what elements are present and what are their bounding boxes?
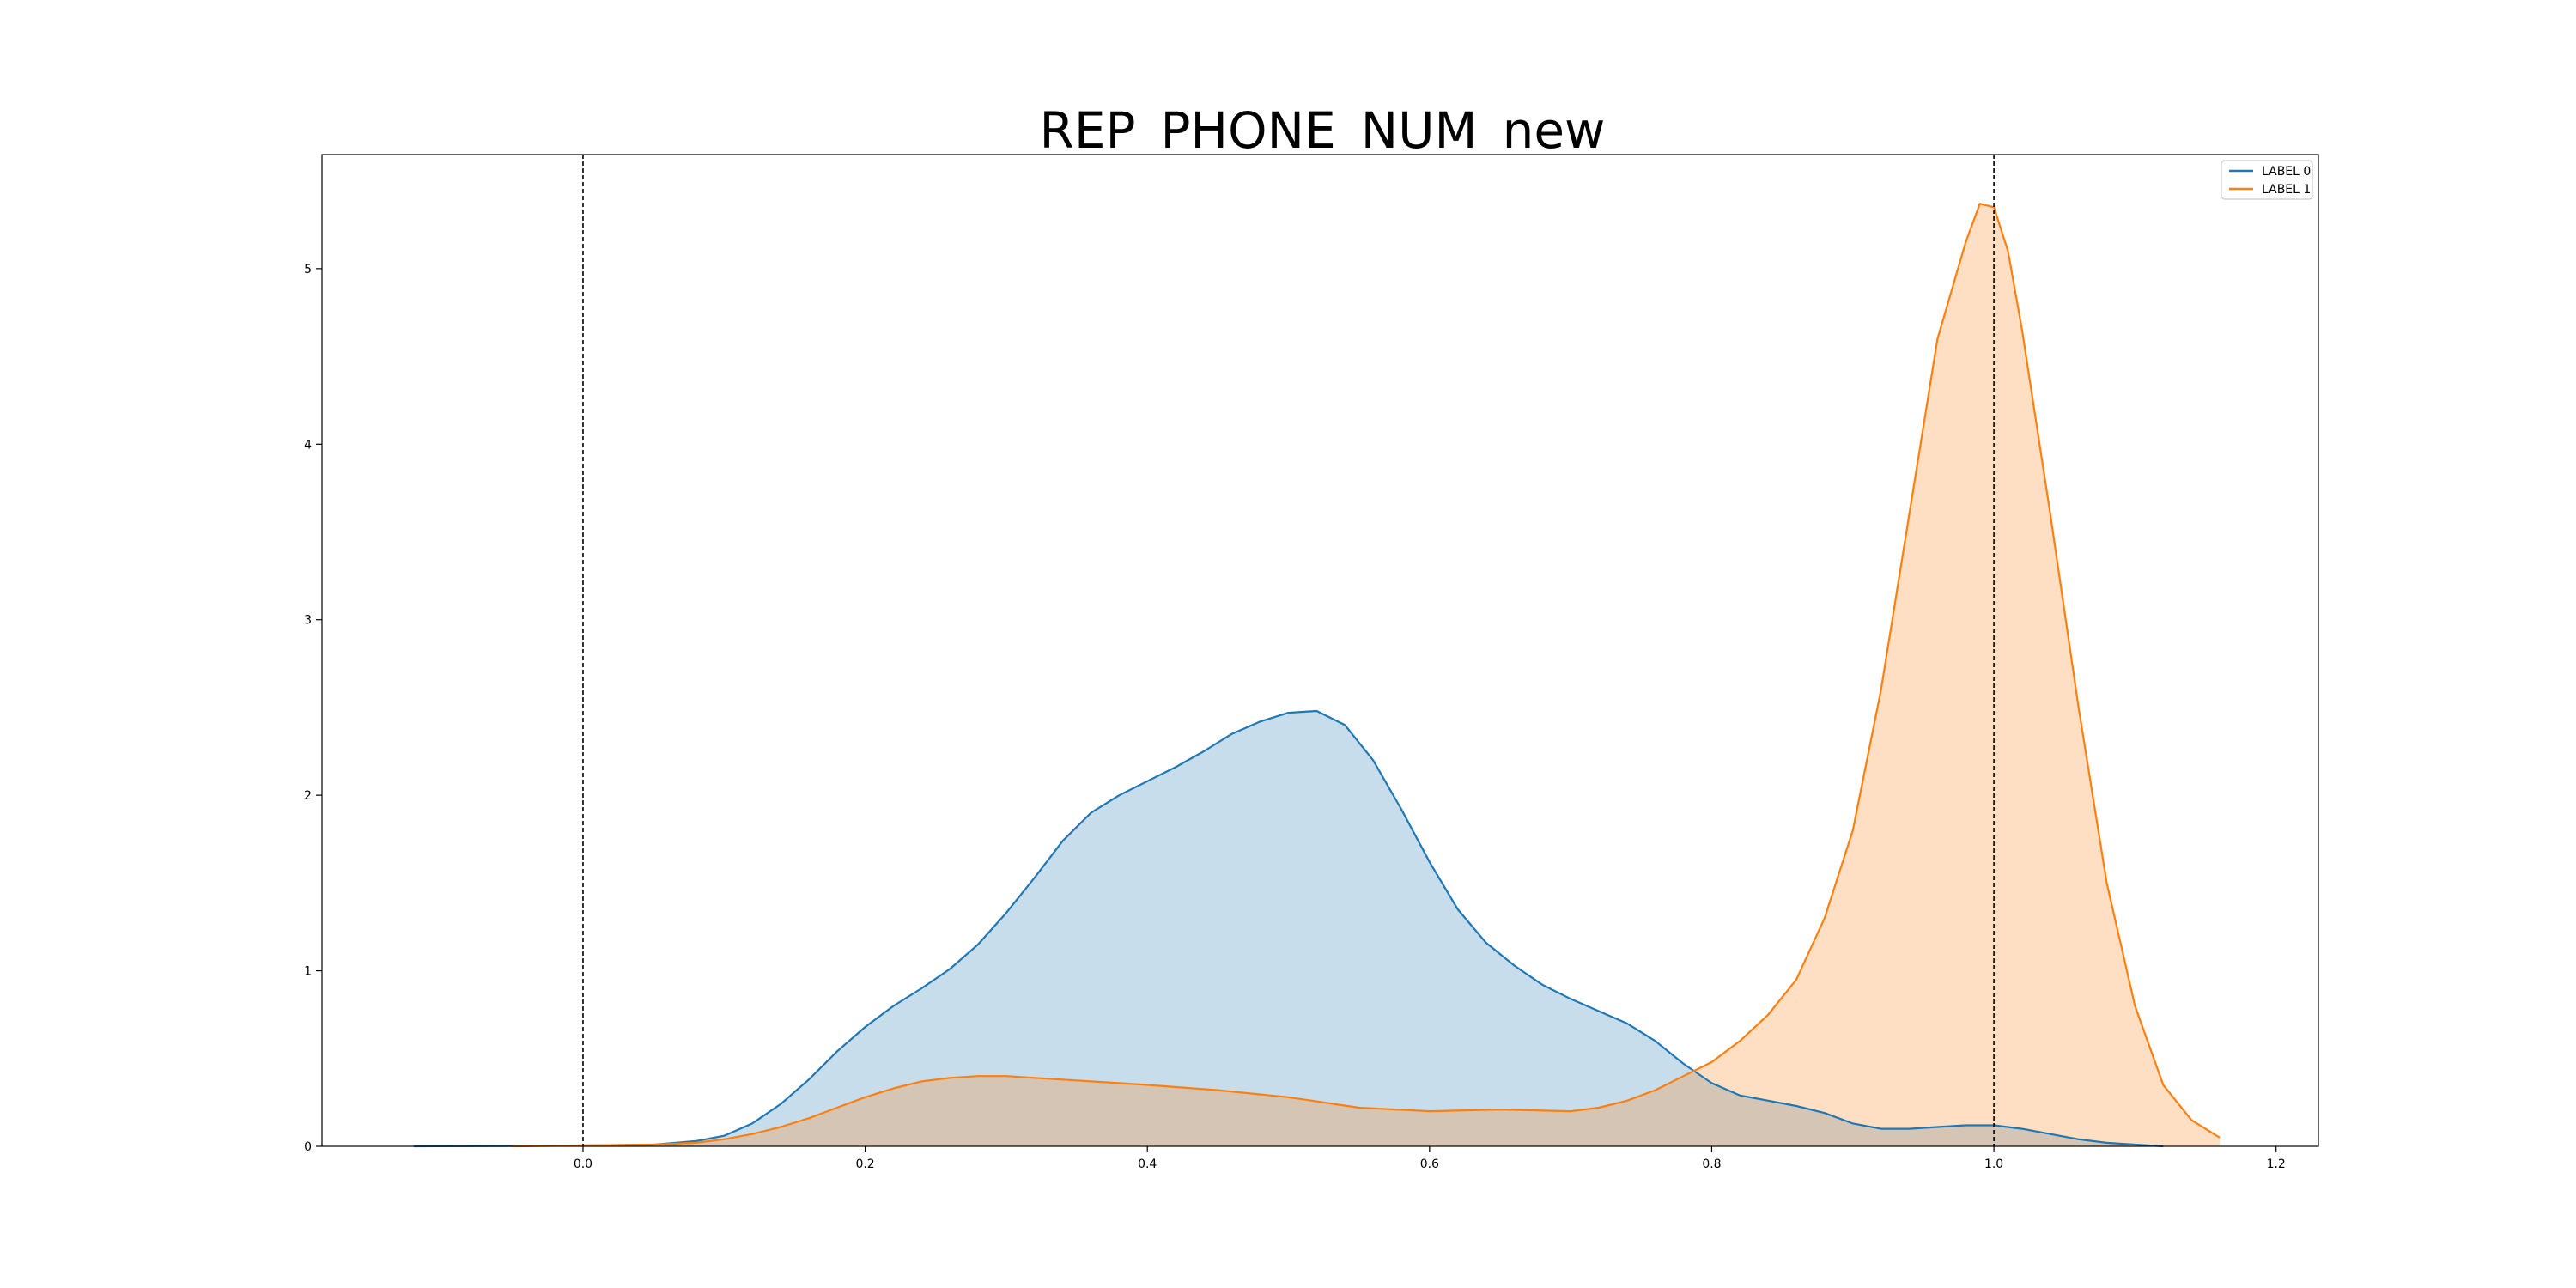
x-tick-label: 0.6 xyxy=(1420,1157,1439,1171)
area-series-1 xyxy=(512,204,2220,1147)
density-lines xyxy=(413,203,2221,1148)
x-tick-label: 0.0 xyxy=(574,1157,592,1171)
plot-area xyxy=(322,155,2318,1146)
x-tick-label: 0.4 xyxy=(1138,1157,1157,1171)
area-series-0 xyxy=(413,711,2164,1146)
line-series-1 xyxy=(512,203,2221,1148)
x-tick-label: 1.2 xyxy=(2267,1157,2286,1171)
y-axis: 0 1 2 3 4 5 xyxy=(304,263,322,1154)
legend: LABEL 0 LABEL 1 xyxy=(2221,160,2313,200)
x-tick-label: 1.0 xyxy=(1984,1157,2003,1171)
legend-label-0: LABEL 0 xyxy=(2262,165,2311,179)
y-tick-label: 3 xyxy=(304,614,312,628)
plot-frame xyxy=(321,154,2319,1147)
x-tick-label: 0.8 xyxy=(1702,1157,1721,1171)
y-tick-label: 1 xyxy=(304,965,312,979)
chart-title: REP_PHONE_NUM_new xyxy=(1040,101,1606,160)
x-tick-label: 0.2 xyxy=(855,1157,874,1171)
y-tick-label: 2 xyxy=(304,789,312,803)
density-areas xyxy=(413,204,2220,1147)
y-tick-label: 4 xyxy=(304,438,312,452)
y-tick-label: 5 xyxy=(304,263,312,276)
reference-lines xyxy=(582,155,1995,1146)
legend-label-1: LABEL 1 xyxy=(2262,183,2311,197)
x-axis: 0.0 0.2 0.4 0.6 0.8 1.0 1.2 xyxy=(574,1146,2286,1171)
line-series-0 xyxy=(413,709,2164,1148)
y-tick-label: 0 xyxy=(304,1140,312,1154)
